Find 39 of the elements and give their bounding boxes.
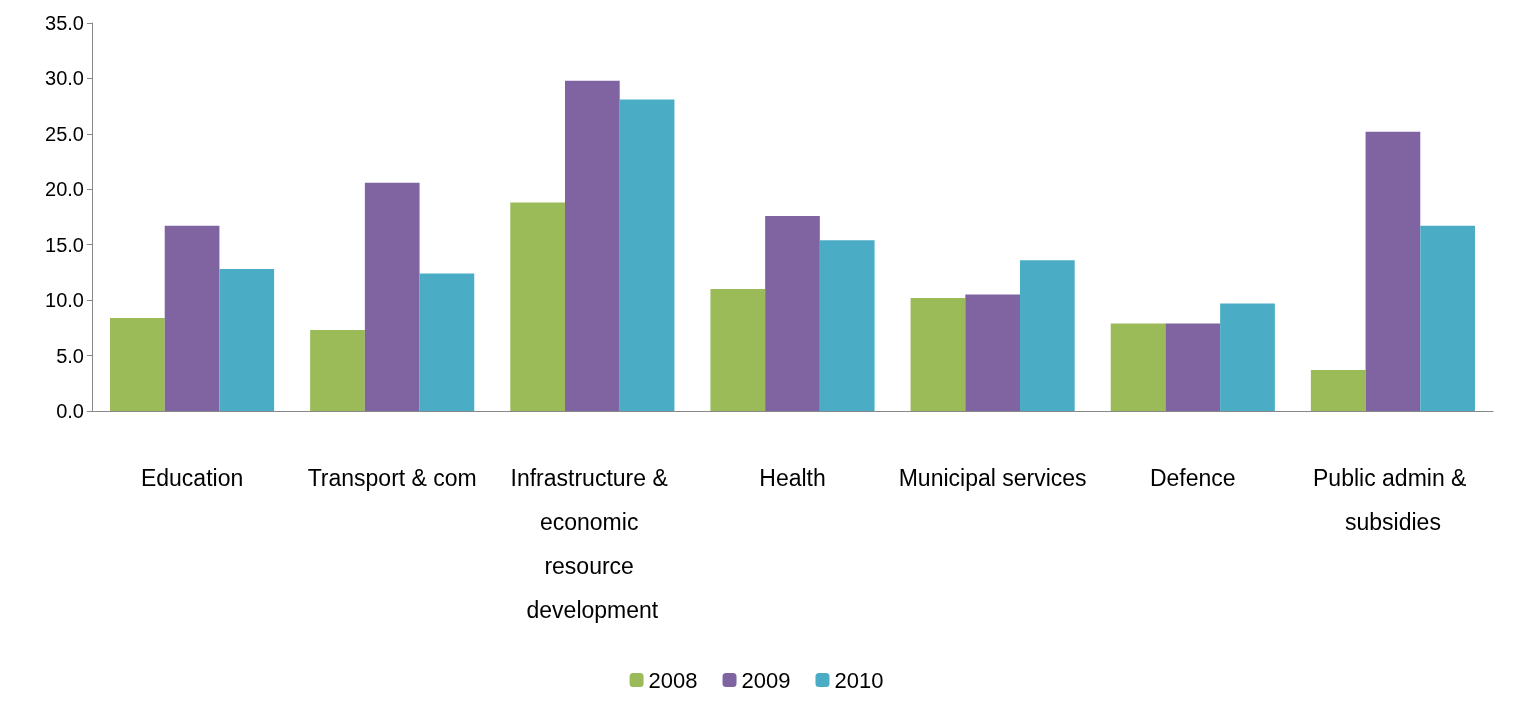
- x-tick-label: Health: [759, 465, 826, 491]
- y-tick-label: 25.0: [45, 122, 84, 145]
- x-tick-label: Public admin & subsidies: [1313, 465, 1473, 535]
- bar: [965, 294, 1020, 411]
- bar: [910, 297, 966, 411]
- bar: [565, 80, 620, 411]
- bar: [219, 269, 275, 411]
- y-tick-label: 15.0: [45, 233, 84, 256]
- legend-label: 2008: [648, 667, 698, 693]
- y-tick-label: 20.0: [45, 178, 84, 201]
- bar: [619, 99, 675, 411]
- bar: [819, 240, 875, 411]
- legend-label: 2010: [834, 667, 884, 693]
- bar: [510, 202, 565, 411]
- y-tick-label: 10.0: [45, 289, 84, 312]
- bar: [765, 215, 820, 411]
- bar: [1110, 323, 1166, 411]
- bar: [1220, 303, 1275, 411]
- bar: [710, 289, 766, 411]
- y-tick-label: 5.0: [56, 344, 84, 367]
- legend-label: 2009: [741, 667, 791, 693]
- x-tick-label: Infrastructure & economic resource development: [510, 465, 675, 623]
- x-tick-label: Municipal services: [898, 465, 1087, 491]
- bar: [310, 330, 365, 411]
- bar: [1420, 225, 1475, 411]
- bar: [1020, 260, 1075, 411]
- x-tick-label: Transport & com: [307, 465, 477, 491]
- bar: [1365, 131, 1421, 411]
- y-tick-label: 30.0: [45, 67, 84, 90]
- y-tick-label: 0.0: [56, 400, 84, 422]
- bar: [1310, 369, 1366, 411]
- bar: [1165, 323, 1221, 411]
- y-tick-label: 35.0: [45, 12, 84, 34]
- bar: [164, 225, 220, 411]
- bar: [110, 317, 165, 411]
- x-tick-label: Education: [140, 465, 244, 491]
- bar: [364, 182, 420, 411]
- x-tick-label: Defence: [1149, 465, 1236, 491]
- bar: [419, 273, 475, 411]
